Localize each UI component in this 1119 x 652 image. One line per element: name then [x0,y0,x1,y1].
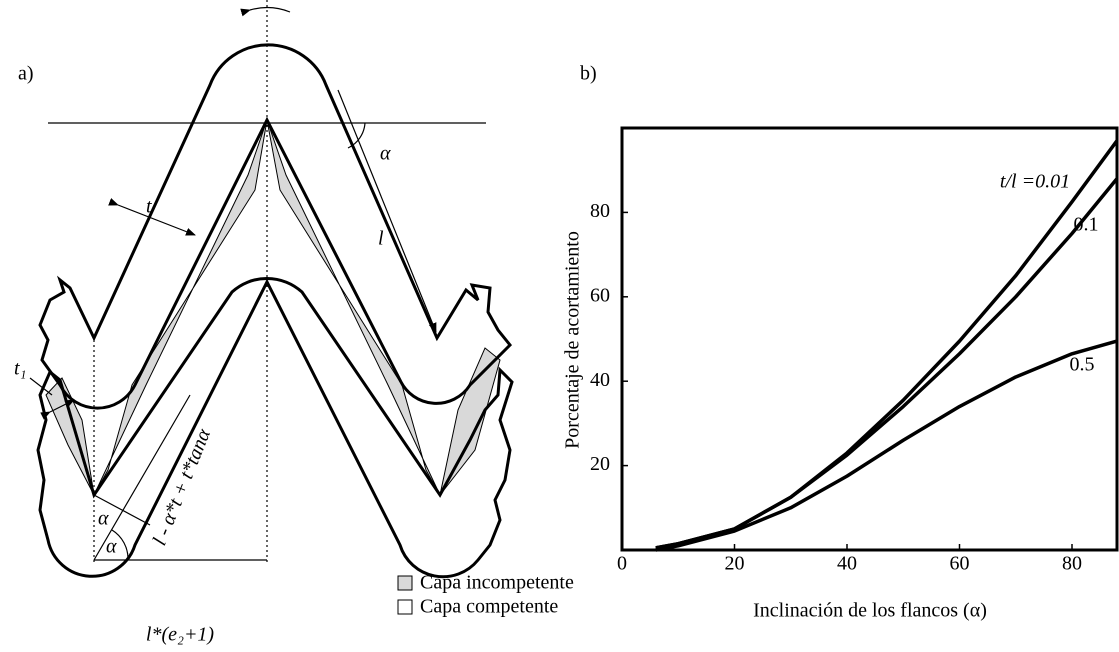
length-label: l [378,228,384,250]
chart: b) Inclinación de los flancos (α) Porcen… [562,63,1119,622]
incompetent-layer [439,347,501,496]
diagram: a) α l t t₁ l - α*t + t*tanα α α l*(e₂+1… [14,0,574,646]
panel-label: b) [580,63,597,85]
thickness-label: t₁ [14,358,27,380]
panel-label: a) [18,63,34,85]
angle-arc [347,122,366,149]
x-axis-label: Inclinación de los flancos (α) [753,600,987,622]
legend-swatch [397,599,413,615]
y-tick-label: 60 [590,284,610,306]
incompetent-layer [45,377,95,496]
incompetent-layer [93,119,268,496]
series-label: 0.5 [1070,354,1095,376]
y-tick-label: 20 [590,453,610,475]
angle-label: α [380,143,391,165]
line [655,339,1118,552]
series-label: 0.1 [1074,214,1099,236]
base-length-label: l*(e₂+1) [146,624,215,646]
normal-line [93,494,151,526]
competent-layer [36,277,514,579]
series-label: t/l =0.01 [1000,171,1070,193]
flank-line [93,394,191,561]
arrow [40,399,75,420]
line [655,139,1119,550]
leader [29,377,53,396]
x-tick-label: 0 [617,553,627,575]
y-tick-label: 40 [590,369,610,391]
angle-arc [111,529,129,561]
line [655,177,1119,550]
arrow [240,7,291,17]
legend-label: Capa incompetente [420,572,574,594]
competent-layer [38,43,513,410]
arrow [108,198,196,236]
x-tick-label: 60 [950,553,970,575]
legend-swatch [397,575,413,591]
y-axis-label: Porcentaje de acortamiento [562,231,584,449]
legend-label: Capa competente [420,596,558,618]
flank-length-label: l - α*t + t*tanα [148,425,215,548]
y-tick-label: 80 [590,200,610,222]
incompetent-layer [266,119,441,496]
plot-frame [620,126,1119,552]
x-tick-label: 40 [837,553,857,575]
arrow [337,89,437,333]
x-tick-label: 20 [725,553,745,575]
angle-label: α [98,508,109,530]
angle-label: α [106,536,117,558]
x-tick-label: 80 [1062,553,1082,575]
thickness-label: t [146,196,152,218]
